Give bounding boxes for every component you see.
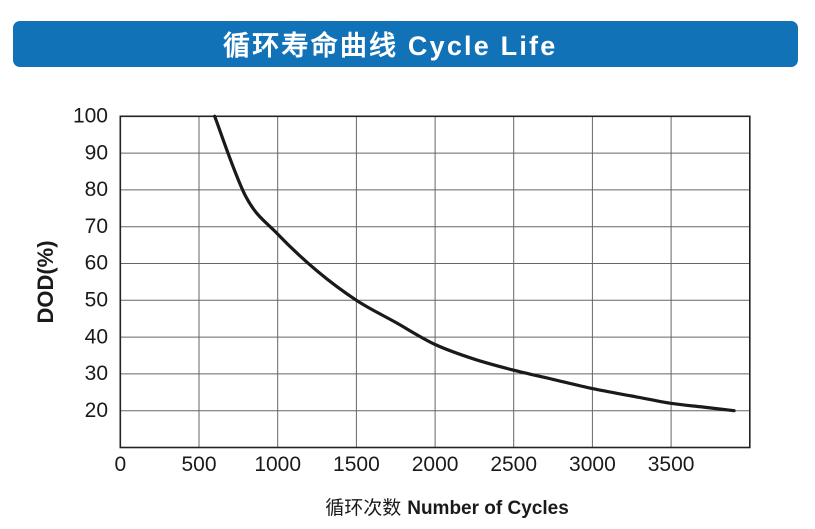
svg-text:100: 100 — [73, 105, 108, 128]
svg-text:40: 40 — [85, 325, 108, 348]
svg-text:20: 20 — [85, 399, 108, 422]
svg-text:2500: 2500 — [490, 453, 537, 476]
svg-text:0: 0 — [114, 453, 126, 476]
svg-text:1500: 1500 — [333, 453, 380, 476]
svg-text:2000: 2000 — [412, 453, 459, 476]
svg-text:50: 50 — [85, 289, 108, 312]
svg-text:DOD(%): DOD(%) — [33, 240, 58, 323]
svg-text:90: 90 — [85, 141, 108, 164]
svg-text:3000: 3000 — [569, 453, 616, 476]
svg-text:80: 80 — [85, 178, 108, 201]
svg-text:500: 500 — [181, 453, 216, 476]
svg-text:70: 70 — [85, 215, 108, 238]
svg-text:60: 60 — [85, 252, 108, 275]
svg-text:30: 30 — [85, 362, 108, 385]
svg-text:1000: 1000 — [254, 453, 301, 476]
svg-text:3500: 3500 — [648, 453, 695, 476]
